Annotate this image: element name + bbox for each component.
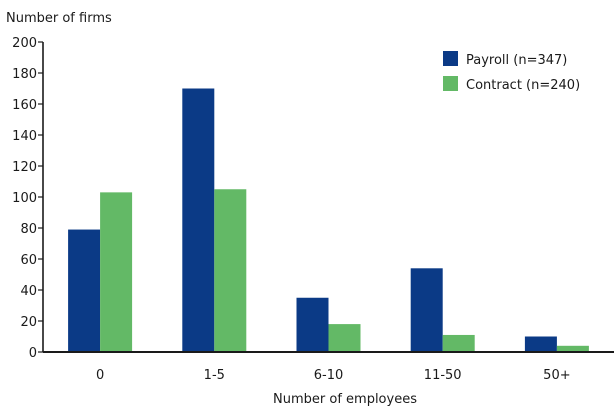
y-tick-label: 0 bbox=[29, 346, 37, 361]
y-tick-label: 40 bbox=[20, 284, 37, 299]
y-tick-label: 100 bbox=[12, 191, 37, 206]
bar-contract-0 bbox=[100, 192, 133, 352]
legend: Payroll (n=347) Contract (n=240) bbox=[443, 51, 580, 93]
y-axis-ticks: 0 20 40 60 80 100 120 140 160 180 200 bbox=[12, 36, 43, 361]
x-axis-title: Number of employees bbox=[273, 392, 417, 407]
bar-payroll-2 bbox=[296, 297, 329, 352]
x-axis-ticks: 0 1-5 6-10 11-50 50+ bbox=[96, 368, 571, 383]
y-tick-label: 60 bbox=[20, 253, 37, 268]
y-tick-label: 140 bbox=[12, 129, 37, 144]
x-tick-label: 1-5 bbox=[204, 368, 225, 383]
x-tick-label: 0 bbox=[96, 368, 104, 383]
bar-contract-3 bbox=[442, 334, 475, 352]
y-tick-label: 120 bbox=[12, 160, 37, 175]
x-tick-label: 6-10 bbox=[314, 368, 344, 383]
legend-label: Payroll (n=347) bbox=[466, 53, 567, 68]
bar-payroll-4 bbox=[524, 336, 557, 352]
y-tick-label: 20 bbox=[20, 315, 37, 330]
bar-contract-2 bbox=[328, 324, 361, 352]
legend-swatch bbox=[443, 51, 458, 66]
y-tick-label: 160 bbox=[12, 98, 37, 113]
bar-contract-1 bbox=[214, 189, 247, 352]
y-tick-label: 200 bbox=[12, 36, 37, 51]
y-axis-title: Number of firms bbox=[6, 11, 112, 26]
bar-payroll-0 bbox=[68, 229, 101, 352]
bar-payroll-3 bbox=[410, 268, 443, 352]
x-tick-label: 50+ bbox=[543, 368, 570, 383]
bar-contract-4 bbox=[556, 345, 589, 352]
legend-label: Contract (n=240) bbox=[466, 78, 580, 93]
y-tick-label: 180 bbox=[12, 67, 37, 82]
y-tick-label: 80 bbox=[20, 222, 37, 237]
bars bbox=[68, 88, 589, 352]
bar-payroll-1 bbox=[182, 88, 215, 352]
legend-swatch bbox=[443, 76, 458, 91]
x-tick-label: 11-50 bbox=[424, 368, 462, 383]
